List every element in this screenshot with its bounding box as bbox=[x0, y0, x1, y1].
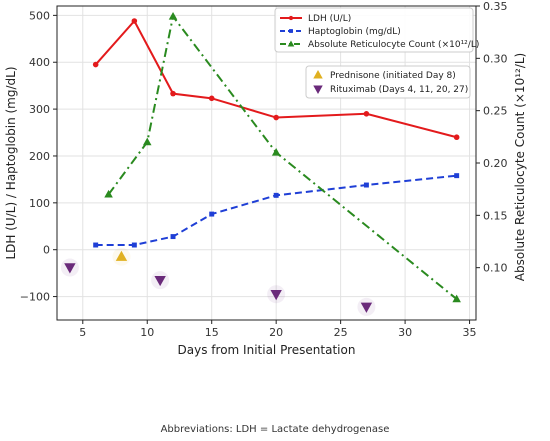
grid bbox=[57, 6, 476, 320]
y-right-tick-label: 0.20 bbox=[483, 157, 508, 170]
legend-key-marker-1 bbox=[289, 29, 293, 33]
series-0-point bbox=[273, 114, 279, 121]
series-2-point bbox=[142, 137, 152, 146]
event-1-marker bbox=[270, 290, 282, 301]
legend-events-keys bbox=[313, 70, 323, 94]
x-tick-label: 10 bbox=[140, 326, 154, 339]
series-0-point bbox=[453, 134, 460, 141]
x-tick-label: 5 bbox=[79, 326, 86, 339]
legend-entry-haptoglobin: Haptoglobin (mg/dL) bbox=[308, 27, 401, 37]
y-axis-left-ticks: −100 0 100 200 300 400 500 bbox=[20, 9, 57, 304]
event-markers bbox=[60, 247, 376, 316]
series-1-point bbox=[454, 173, 460, 179]
legend-key-marker-2 bbox=[287, 40, 295, 47]
series-0-point bbox=[131, 18, 138, 24]
y-left-tick-label: 0 bbox=[43, 244, 50, 257]
y-left-tick-label: 100 bbox=[29, 197, 50, 210]
y-left-tick-label: 300 bbox=[29, 103, 50, 116]
series-0-point bbox=[208, 95, 215, 102]
legend-events: Prednisone (initiated Day 8) Rituximab (… bbox=[305, 65, 471, 99]
legend-entry-ldh: LDH (U/L) bbox=[308, 14, 351, 24]
series-1-point bbox=[131, 242, 137, 248]
legend-entry-rituximab: Rituximab (Days 4, 11, 20, 27) bbox=[330, 85, 468, 95]
series-1-point bbox=[363, 182, 369, 188]
x-axis-ticks: 5 10 15 20 25 30 35 bbox=[79, 320, 477, 339]
event-0-marker bbox=[115, 250, 128, 261]
series-layer bbox=[92, 11, 461, 303]
series-1-point bbox=[93, 242, 99, 248]
series-1-point bbox=[209, 211, 215, 217]
series-0-point bbox=[92, 61, 99, 68]
y-left-tick-label: −100 bbox=[20, 291, 50, 304]
series-2-point bbox=[168, 11, 178, 20]
legend-series-box bbox=[274, 7, 474, 53]
x-tick-label: 15 bbox=[205, 326, 219, 339]
legend-event-marker-0 bbox=[313, 70, 323, 79]
y-right-tick-label: 0.10 bbox=[483, 262, 508, 275]
series-2-point bbox=[104, 189, 113, 198]
y-axis-right-ticks: 0.10 0.15 0.20 0.25 0.30 0.35 bbox=[476, 0, 508, 275]
series-2-point bbox=[452, 294, 461, 303]
series-0-point bbox=[170, 90, 176, 97]
y-right-tick-label: 0.25 bbox=[483, 105, 508, 118]
x-tick-label: 25 bbox=[334, 326, 348, 339]
x-tick-label: 20 bbox=[269, 326, 283, 339]
x-tick-label: 30 bbox=[398, 326, 412, 339]
series-1-point bbox=[170, 234, 176, 240]
y-left-tick-label: 500 bbox=[29, 9, 50, 22]
y-left-tick-label: 400 bbox=[29, 56, 50, 69]
x-axis-title: Days from Initial Presentation bbox=[178, 343, 356, 357]
legend-entry-reticulocyte: Absolute Reticulocyte Count (×10¹²/L) bbox=[308, 40, 479, 50]
y-right-tick-label: 0.30 bbox=[483, 52, 508, 65]
footnote: Abbreviations: LDH = Lactate dehydrogena… bbox=[160, 424, 390, 435]
event-1-marker bbox=[64, 263, 76, 274]
event-1-marker bbox=[154, 275, 166, 287]
y-axis-left-title: LDH (U/L) / Haptoglobin (mg/dL) bbox=[4, 66, 18, 259]
series-1-point bbox=[273, 192, 279, 198]
plot-frame bbox=[56, 5, 477, 321]
series-0-point bbox=[363, 111, 370, 117]
series-line-2 bbox=[107, 14, 458, 300]
series-2-point bbox=[271, 148, 281, 156]
legend-entry-prednisone: Prednisone (initiated Day 8) bbox=[330, 71, 456, 81]
y-right-tick-label: 0.35 bbox=[483, 0, 508, 13]
y-axis-right-title: Absolute Reticulocyte Count (×10¹²/L) bbox=[513, 53, 527, 281]
legend-series-keys bbox=[280, 15, 302, 47]
legend-key-marker-0 bbox=[288, 15, 294, 21]
y-right-tick-label: 0.15 bbox=[483, 209, 508, 222]
x-tick-label: 35 bbox=[463, 326, 477, 339]
legend-series: LDH (U/L) Haptoglobin (mg/dL) Absolute R… bbox=[274, 7, 479, 53]
y-left-tick-label: 200 bbox=[29, 150, 50, 163]
legend-event-marker-1 bbox=[313, 85, 323, 94]
event-1-marker bbox=[360, 302, 373, 313]
legend-events-box bbox=[305, 65, 471, 99]
